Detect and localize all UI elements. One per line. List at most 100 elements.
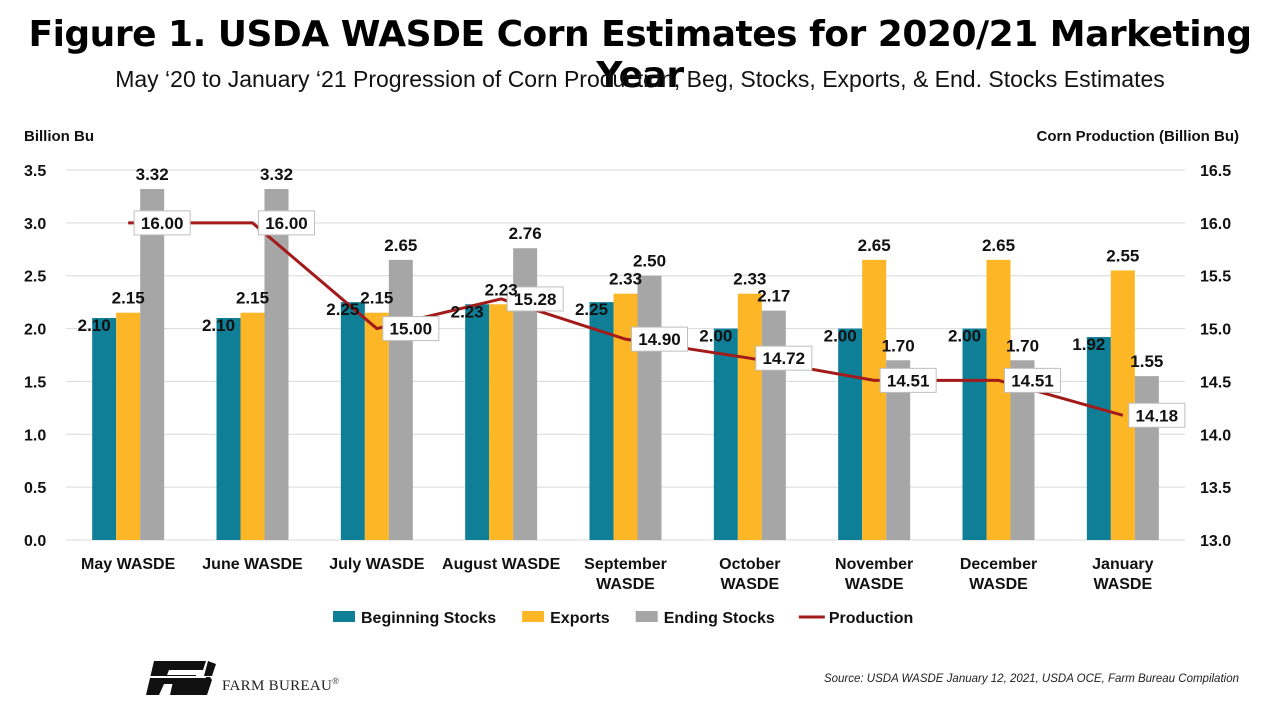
data-label-ending-stocks: 3.32 xyxy=(136,165,169,184)
bar-ending-stocks xyxy=(140,189,165,540)
brand-label: FARM BUREAU xyxy=(222,678,333,694)
bar-beginning-stocks xyxy=(340,302,365,540)
data-label-beginning-stocks: 2.00 xyxy=(824,327,857,346)
x-tick-label: June WASDE xyxy=(202,556,303,573)
x-tick-label-line: November xyxy=(835,556,913,573)
x-tick-label: November WASDE xyxy=(835,556,913,593)
brand-name: FARM BUREAU® xyxy=(222,676,339,695)
production-label-box xyxy=(133,210,191,236)
y-tick-right: 14.5 xyxy=(1200,374,1231,391)
bar-ending-stocks xyxy=(264,189,289,540)
production-label-box xyxy=(258,210,315,236)
data-label-production: 16.00 xyxy=(265,214,308,233)
data-label-production: 15.28 xyxy=(514,290,557,309)
bar-beginning-stocks xyxy=(589,302,614,540)
data-label-beginning-stocks: 2.23 xyxy=(451,302,484,321)
data-label-ending-stocks: 1.70 xyxy=(882,336,915,355)
data-label-ending-stocks: 1.70 xyxy=(1006,336,1039,355)
data-label-ending-stocks: 3.32 xyxy=(260,165,293,184)
data-label-exports: 2.15 xyxy=(112,289,145,308)
x-tick-label-line: WASDE xyxy=(596,576,655,593)
data-label-beginning-stocks: 1.92 xyxy=(1072,335,1105,354)
data-label-production: 14.18 xyxy=(1136,406,1179,425)
data-label-beginning-stocks: 2.25 xyxy=(575,300,608,319)
bar-exports xyxy=(986,259,1011,540)
bar-ending-stocks xyxy=(761,310,786,540)
data-label-ending-stocks: 2.17 xyxy=(757,287,790,306)
x-tick-label: September WASDE xyxy=(584,556,667,593)
y-tick-right: 14.0 xyxy=(1200,427,1231,444)
x-tick-label: May WASDE xyxy=(81,556,176,573)
legend-swatch xyxy=(522,611,545,622)
data-label-exports: 2.33 xyxy=(609,270,642,289)
data-label-ending-stocks: 2.50 xyxy=(633,252,666,271)
y-tick-right: 15.0 xyxy=(1200,322,1231,339)
x-tick-label: July WASDE xyxy=(329,556,424,573)
x-tick-label-line: January xyxy=(1092,556,1153,573)
y-tick-left: 0.5 xyxy=(24,480,46,497)
production-polyline xyxy=(128,221,1124,417)
bar-beginning-stocks xyxy=(465,304,490,540)
bar-exports xyxy=(116,312,141,540)
bar-beginning-stocks xyxy=(1086,337,1111,540)
legend-label: Production xyxy=(829,610,913,627)
bar-ending-stocks xyxy=(388,259,413,540)
y-tick-right: 13.0 xyxy=(1200,533,1231,550)
legend-label: Ending Stocks xyxy=(664,610,775,627)
y-tick-left: 3.5 xyxy=(24,163,46,180)
y-tick-left: 2.5 xyxy=(24,269,46,286)
data-label-exports: 2.65 xyxy=(858,236,891,255)
production-label-box xyxy=(755,345,813,371)
bar-beginning-stocks xyxy=(216,318,241,540)
registered-mark: ® xyxy=(332,676,340,686)
production-line: 16.00 16.00 15.00 15.28 14.90 14.72 14.51 14.51… xyxy=(128,210,1186,428)
data-label-beginning-stocks: 2.10 xyxy=(78,316,111,335)
legend-label: Exports xyxy=(550,610,610,627)
bar-ending-stocks xyxy=(637,275,662,540)
bar-beginning-stocks xyxy=(962,328,987,540)
data-label-production: 14.51 xyxy=(887,371,930,390)
bar-beginning-stocks xyxy=(838,328,863,540)
x-tick-label-line: September xyxy=(584,556,667,573)
y-tick-right: 16.0 xyxy=(1200,216,1231,233)
x-tick-label-line: WASDE xyxy=(969,576,1028,593)
data-label-production: 14.51 xyxy=(1011,371,1054,390)
x-tick-label-line: June WASDE xyxy=(202,556,303,573)
farm-bureau-logo-icon xyxy=(146,661,216,695)
x-tick-label-line: October xyxy=(719,556,780,573)
bar-exports xyxy=(364,312,389,540)
data-label-ending-stocks: 1.55 xyxy=(1130,352,1163,371)
x-tick-label: December WASDE xyxy=(960,556,1037,593)
data-label-exports: 2.65 xyxy=(982,236,1015,255)
data-label-exports: 2.15 xyxy=(236,289,269,308)
y-tick-right: 16.5 xyxy=(1200,163,1231,180)
data-label-ending-stocks: 2.65 xyxy=(384,236,417,255)
data-label-exports: 2.33 xyxy=(733,270,766,289)
production-label-box xyxy=(631,326,688,352)
legend-swatch xyxy=(333,611,355,622)
source-note: Source: USDA WASDE January 12, 2021, USD… xyxy=(823,673,1239,685)
y-tick-left: 3.0 xyxy=(24,216,46,233)
x-tick-label-line: December xyxy=(960,556,1037,573)
bar-exports xyxy=(737,293,762,540)
x-tick-label: August WASDE xyxy=(442,556,561,573)
bar-beginning-stocks xyxy=(92,318,117,540)
bar-exports xyxy=(240,312,265,540)
data-label-production: 14.72 xyxy=(763,349,806,368)
legend: Beginning Stocks Exports Ending Stocks Prod… xyxy=(333,610,913,627)
production-label-box xyxy=(506,286,564,312)
page-subtitle: May ‘20 to January ‘21 Progression of Co… xyxy=(115,66,1165,92)
x-tick-label: October WASDE xyxy=(719,556,780,593)
x-tick-label-line: August WASDE xyxy=(442,556,561,573)
y-tick-left: 2.0 xyxy=(24,322,46,339)
y-tick-left: 1.0 xyxy=(24,427,46,444)
data-label-production: 15.00 xyxy=(390,320,433,339)
y-axis-label-left: Billion Bu xyxy=(24,128,94,145)
bar-labels: 2.10 2.10 2.25 2.23 2.25 2.00 2.00 2.00 1.92 2.15… xyxy=(78,165,1164,371)
data-label-exports: 2.55 xyxy=(1106,246,1139,265)
production-label-box xyxy=(1004,367,1061,393)
x-tick-label-line: May WASDE xyxy=(81,556,176,573)
data-label-beginning-stocks: 2.25 xyxy=(326,300,359,319)
y-tick-right: 13.5 xyxy=(1200,480,1231,497)
